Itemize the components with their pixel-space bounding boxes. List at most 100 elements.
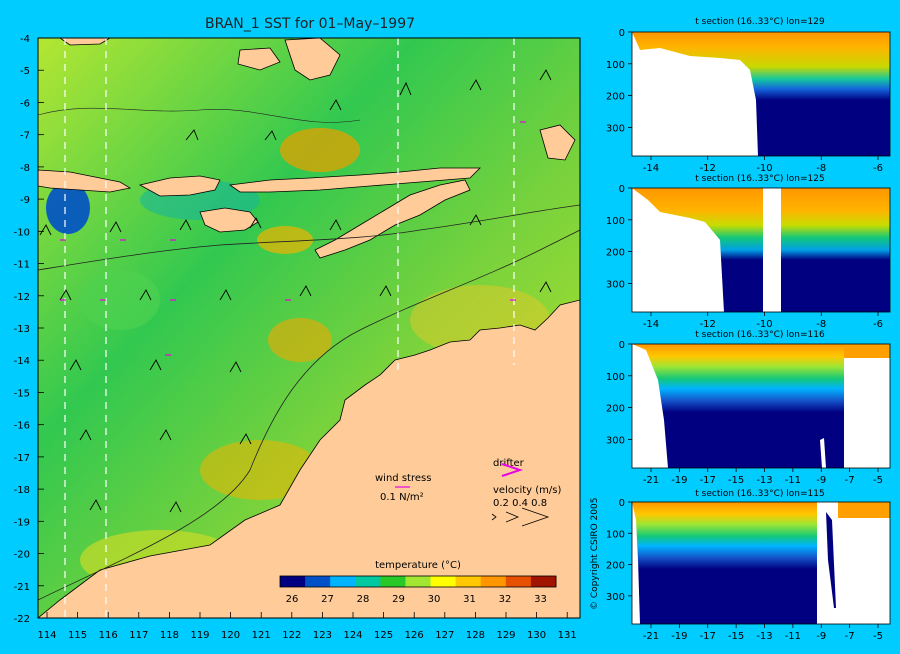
section-lat-label: -7 — [845, 631, 855, 642]
colorbar-ticks: 26 27 28 29 30 31 32 33 — [286, 594, 547, 605]
section-temperature-field — [632, 502, 817, 624]
section-frame — [631, 31, 891, 157]
lon-tick-label: 117 — [129, 630, 148, 641]
map-title: BRAN_1 SST for 01–May–1997 — [205, 16, 415, 32]
lat-tick-label: -6 — [20, 98, 30, 109]
colorbar-tick-label: 31 — [463, 594, 476, 605]
section-frame — [631, 343, 891, 469]
lon-tick-label: 126 — [405, 630, 424, 641]
depth-tick-label: 200 — [606, 92, 625, 103]
lon-tick-label: 115 — [68, 630, 87, 641]
lat-tick-label: -14 — [14, 356, 30, 367]
island-northwest — [59, 38, 111, 46]
lon-tick-label: 128 — [466, 630, 485, 641]
lat-tick-label: -9 — [20, 195, 30, 206]
section-temperature-field — [632, 344, 844, 468]
depth-tick-label: 300 — [606, 435, 625, 446]
sumbawa-island — [138, 175, 221, 197]
lon-tick-label: 121 — [252, 630, 271, 641]
colorbar-tick-label: 27 — [321, 594, 334, 605]
lat-tick-label: -16 — [14, 421, 30, 432]
section-lat-label: -9 — [816, 631, 826, 642]
depth-tick-label: 0 — [619, 498, 625, 509]
section-bottom-mask — [820, 438, 826, 468]
section-frame — [631, 187, 891, 313]
section-lat-label: -19 — [671, 475, 687, 486]
section-lat-label: -8 — [816, 163, 826, 174]
depth-tick-label: 300 — [606, 279, 625, 290]
section-lat-label: -10 — [756, 319, 772, 330]
java-island — [38, 169, 132, 193]
lon-tick-label: 118 — [160, 630, 179, 641]
section-panel-lon115: t section (16..33°C) lon=115 — [631, 489, 891, 625]
buru-island — [237, 47, 281, 71]
section-bottom-mask — [632, 32, 758, 156]
section-panels: t section (16..33°C) lon=129 t section (… — [606, 17, 891, 642]
lat-tick-label: -18 — [14, 485, 30, 496]
colorbar-tick-label: 33 — [534, 594, 547, 605]
section-lat-label: -13 — [756, 475, 772, 486]
velocity-values: 0.2 0.4 0.8 — [493, 498, 547, 509]
section-lat-label: -14 — [643, 163, 659, 174]
velocity-arrow-samples — [491, 507, 550, 527]
australia-land — [38, 299, 580, 618]
main-map: BRAN_1 SST for 01–May–1997 — [14, 16, 581, 641]
lon-axis: 114 115 116 117 118 119 120 121 122 123 124 125 126 1… — [37, 612, 577, 641]
colorbar-cells — [280, 576, 557, 587]
section-lat-label: -13 — [756, 631, 772, 642]
depth-tick-label: 100 — [606, 529, 625, 540]
colorbar-cell — [505, 576, 532, 587]
warm-patch — [280, 128, 360, 172]
colorbar-cell — [330, 576, 356, 587]
colorbar-tick-label: 32 — [499, 594, 512, 605]
section-lat-label: -19 — [671, 631, 687, 642]
island-east — [539, 124, 576, 161]
lon-tick-label: 120 — [221, 630, 240, 641]
section-panel-lon116: t section (16..33°C) lon=116 — [631, 330, 891, 469]
section-ticks: 0 100 200 300 -14 -12 -10 -8 -6 0 100 200 300 -14 -12 -… — [606, 28, 883, 642]
section-lat-label: -8 — [816, 319, 826, 330]
section-frame — [631, 501, 891, 625]
lat-tick-label: -15 — [14, 388, 30, 399]
section-lat-label: -6 — [873, 163, 883, 174]
colorbar: temperature (°C) 26 27 28 29 30 31 32 33 — [279, 560, 557, 605]
section-bottom-mask — [632, 502, 640, 624]
lon-tick-label: 125 — [374, 630, 393, 641]
lat-tick-label: -13 — [14, 324, 30, 335]
colorbar-cell — [430, 576, 457, 587]
section-lat-label: -5 — [873, 475, 883, 486]
depth-tick-label: 0 — [619, 184, 625, 195]
section-panel-lon125: t section (16..33°C) lon=125 — [631, 174, 891, 313]
section-title: t section (16..33°C) lon=129 — [695, 17, 825, 27]
lat-tick-label: -19 — [14, 517, 30, 528]
lon-tick-label: 131 — [558, 630, 577, 641]
colorbar-frame — [279, 575, 557, 588]
colorbar-cell — [380, 576, 406, 587]
map-field — [38, 38, 580, 618]
contour-line — [38, 229, 580, 601]
section-bottom-mask — [632, 188, 724, 312]
section-lat-label: -15 — [728, 631, 744, 642]
colorbar-tick-label: 30 — [428, 594, 441, 605]
lon-tick-label: 130 — [527, 630, 546, 641]
lat-tick-label: -11 — [14, 260, 30, 271]
map-legend: wind stress 0.1 N/m² drifter velocity (m… — [375, 458, 561, 527]
section-trench — [826, 512, 836, 608]
lat-axis: -4 -5 -6 -7 -8 -9 -10 -11 -12 -13 -14 -15 -16 -17 -18 -… — [14, 34, 44, 625]
warm-patch — [268, 318, 332, 362]
timor-island — [314, 179, 471, 259]
section-title: t section (16..33°C) lon=115 — [695, 489, 824, 499]
colorbar-cell — [355, 576, 381, 587]
lat-tick-label: -21 — [14, 582, 30, 593]
depth-tick-label: 100 — [606, 60, 625, 71]
contour-line — [38, 204, 580, 271]
section-lat-label: -5 — [873, 631, 883, 642]
depth-tick-label: 0 — [619, 340, 625, 351]
section-lat-label: -15 — [728, 475, 744, 486]
depth-tick-label: 200 — [606, 248, 625, 259]
drifter-symbol — [501, 463, 524, 477]
cool-patch — [80, 270, 160, 330]
section-title: t section (16..33°C) lon=116 — [695, 330, 825, 340]
depth-tick-label: 200 — [606, 561, 625, 572]
section-panel-lon129: t section (16..33°C) lon=129 — [631, 17, 891, 157]
